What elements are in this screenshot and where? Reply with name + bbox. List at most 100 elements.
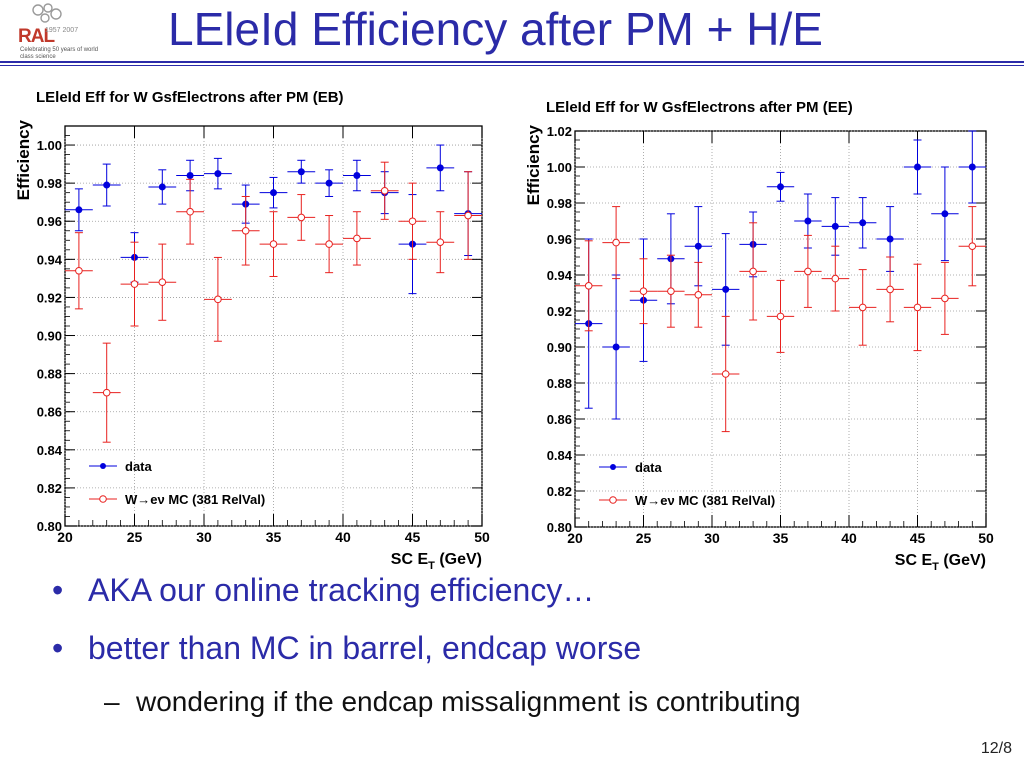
chart-ee-ytick-label: 0.94 [547, 268, 573, 283]
chart-ee-series1-point [804, 267, 812, 276]
chart-ee-title: LEleId Eff for W GsfElectrons after PM (… [546, 99, 853, 116]
bullet-item: • better than MC in barrel, endcap worse [52, 630, 642, 666]
chart-ee-ytick-label: 0.84 [547, 448, 573, 463]
chart-ee-xtick-label: 40 [841, 530, 857, 546]
chart-ee-series1-point [913, 303, 922, 312]
chart-ee-series1-point [721, 370, 730, 378]
chart-eb-series1-point [380, 186, 389, 195]
chart-ee-ytick-label: 1.02 [547, 124, 572, 139]
chart-eb-series1-point [408, 217, 417, 226]
chart-eb-series1-point [130, 280, 139, 288]
chart-ee-series0-point [804, 217, 812, 225]
sub-bullet-text: wondering if the endcap missalignment is… [136, 686, 801, 717]
bullet-item: • AKA our online tracking efficiency… [52, 572, 595, 608]
chart-ee-series1-point [749, 267, 757, 276]
title-rule [0, 61, 1024, 63]
chart-eb-ylabel: Efficiency [14, 119, 33, 200]
chart-ee-legend-marker [610, 464, 616, 470]
chart-ee-svg: LEleId Eff for W GsfElectrons after PM (… [524, 99, 994, 573]
logo-rings-icon [32, 3, 62, 23]
chart-ee-series0-point [968, 163, 976, 171]
slide-title: LEleId Efficiency after PM + H/E [168, 3, 823, 55]
chart-eb-xtick-label: 45 [405, 529, 421, 545]
chart-eb-ytick-label: 0.88 [37, 367, 62, 382]
chart-ee-series1-point [694, 291, 703, 299]
chart-ee-series0-point [914, 163, 921, 171]
chart-ee-series0-point [777, 183, 784, 191]
chart-ee-legend-label: W→eν MC (381 RelVal) [635, 493, 775, 508]
chart-eb-series1-point [75, 266, 83, 275]
chart-eb-xtick-label: 20 [57, 529, 73, 545]
chart-eb-ytick-label: 0.90 [37, 329, 62, 344]
chart-eb-series0-point [103, 181, 111, 189]
chart-ee-ytick-label: 1.00 [547, 160, 572, 175]
bullet-text: AKA our online tracking efficiency… [88, 572, 595, 608]
chart-ee-series1-point [941, 294, 949, 303]
chart-ee-ytick-label: 0.96 [547, 232, 572, 247]
chart-eb: LEleId Eff for W GsfElectrons after PM (… [4, 84, 502, 572]
chart-eb-series0-point [158, 183, 166, 191]
chart-eb-ytick-label: 0.84 [37, 443, 63, 458]
chart-ee-ytick-label: 0.88 [547, 376, 572, 391]
chart-eb-series1-point [436, 238, 445, 246]
chart-eb-series1-point [186, 207, 194, 216]
chart-ee-ylabel: Efficiency [524, 124, 543, 205]
chart-ee-series1-point [968, 242, 977, 250]
chart-eb-series1-point [464, 211, 472, 220]
chart-ee-series1-point [831, 274, 840, 283]
chart-eb-ytick-label: 1.00 [37, 138, 62, 153]
chart-eb-title: LEleId Eff for W GsfElectrons after PM (… [36, 89, 344, 106]
chart-ee-ytick-label: 0.98 [547, 196, 572, 211]
chart-eb-ytick-label: 0.82 [37, 481, 62, 496]
chart-eb-series0-point [75, 206, 83, 214]
chart-eb-ytick-label: 0.80 [37, 519, 62, 534]
chart-eb-series1-point [353, 234, 361, 243]
chart-ee-xtick-label: 45 [910, 530, 926, 546]
page-number: 12/8 [980, 740, 1012, 757]
chart-eb-legend-marker [99, 495, 107, 503]
chart-ee-series1-point [639, 287, 648, 295]
chart-ee-ytick-label: 0.90 [547, 340, 572, 355]
chart-eb-series1-point [325, 240, 333, 248]
chart-ee-xtick-label: 30 [704, 530, 720, 546]
chart-eb-series0-point [325, 179, 333, 187]
title-rule-thin [0, 65, 1024, 66]
logo-text: RAL [18, 26, 55, 47]
chart-ee-xtick-label: 50 [978, 530, 994, 546]
chart-ee-series0-point [859, 219, 867, 227]
chart-eb-ytick-label: 0.92 [37, 290, 62, 305]
chart-eb-series0-point [353, 172, 361, 180]
chart-eb-series1-point [241, 226, 250, 235]
chart-ee-ytick-label: 0.80 [547, 520, 572, 535]
chart-eb-series0-point [214, 170, 222, 178]
chart-ee-series1-point [858, 303, 867, 312]
chart-ee-legend-marker [609, 496, 617, 504]
chart-ee: LEleId Eff for W GsfElectrons after PM (… [512, 92, 1012, 573]
chart-eb-svg: LEleId Eff for W GsfElectrons after PM (… [14, 89, 490, 572]
bullet-text: better than MC in barrel, endcap worse [88, 630, 642, 666]
chart-eb-xtick-label: 50 [474, 529, 490, 545]
chart-eb-series1-point [214, 295, 222, 304]
chart-eb-xtick-label: 25 [127, 529, 143, 545]
chart-eb-ytick-label: 0.86 [37, 405, 62, 420]
sub-bullet-item: – wondering if the endcap missalignment i… [104, 686, 801, 717]
chart-ee-legend-label: data [635, 460, 663, 475]
chart-eb-series1-point [158, 278, 167, 286]
chart-ee-xtick-label: 25 [636, 530, 652, 546]
logo-tagline: Celebrating 50 years of world class scie… [20, 47, 99, 60]
chart-ee-series0-point [941, 210, 949, 218]
chart-eb-series1-point [269, 240, 278, 248]
chart-eb-ytick-label: 0.98 [37, 176, 62, 191]
chart-ee-series1-point [584, 282, 593, 290]
ral-logo: RAL 1957 2007 Celebrating 50 years of wo… [8, 2, 98, 62]
chart-ee-series0-point [722, 285, 730, 293]
chart-eb-legend-marker [100, 463, 106, 469]
chart-eb-series0-point [297, 168, 305, 176]
chart-eb-legend-label: data [125, 459, 153, 474]
chart-eb-series0-point [186, 172, 194, 180]
chart-ee-series0-point [612, 343, 620, 351]
chart-eb-ytick-label: 0.96 [37, 214, 62, 229]
chart-eb-series1-point [102, 388, 111, 397]
chart-ee-series0-point [886, 235, 894, 243]
chart-eb-xtick-label: 35 [266, 529, 282, 545]
